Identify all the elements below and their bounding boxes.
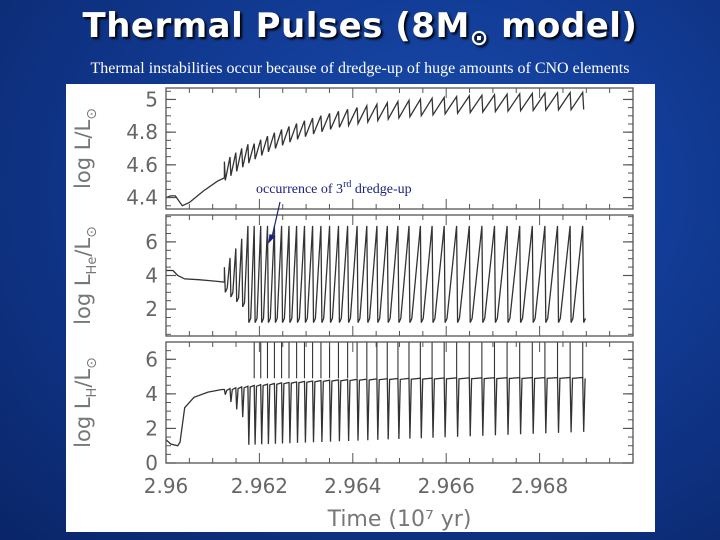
y-tick-label: 6 — [145, 230, 158, 254]
sun-symbol: ⊙ — [469, 26, 489, 51]
thermal-pulses-chart: 4.4 4.6 4.8 5 2 4 6 0 2 4 6 2.96 2.962 2.964 2.966 2.96… — [71, 87, 634, 532]
ylabel-part: /L — [71, 369, 95, 388]
y-tick-label: 4.8 — [126, 120, 158, 144]
title-tail: model) — [488, 6, 638, 46]
annotation-text: occurrence of 3 — [256, 182, 343, 197]
ylabel-part: log L — [71, 138, 95, 189]
hydrogen-luminosity-axis-label-group: log LH/L⊙ — [71, 357, 100, 448]
y-tick-label: 4 — [145, 382, 158, 406]
luminosity-series-line — [165, 90, 585, 207]
ylabel-sun-subscript: ⊙ — [84, 357, 100, 369]
ylabel-subscript: H — [85, 388, 100, 398]
x-tick-label: 2.966 — [418, 474, 475, 498]
luminosity-axis-label: log L/L⊙ — [71, 108, 100, 189]
helium-luminosity-series-line — [166, 225, 587, 323]
dredge-up-annotation: occurrence of 3rd dredge-up — [256, 179, 412, 197]
ylabel-part: log L — [71, 274, 95, 325]
x-axis-label: Time (10⁷ yr) — [327, 507, 472, 532]
x-tick-label: 2.962 — [231, 474, 288, 498]
y-tick-label: 2 — [145, 416, 158, 440]
helium-luminosity-axis-label: log LHe/L⊙ — [71, 226, 100, 325]
y-tick-label: 4 — [145, 264, 158, 288]
ylabel-subscript: He — [85, 257, 100, 275]
luminosity-axis-label-group: log L/L⊙ — [71, 108, 100, 189]
slide-subtitle: Thermal instabilities occur because of d… — [90, 60, 630, 77]
ylabel-sun-subscript: ⊙ — [84, 226, 100, 238]
y-tick-label: 0 — [145, 451, 158, 475]
slide-title: Thermal Pulses (8M⊙ model) — [0, 6, 720, 51]
ylabel-part: /L — [71, 119, 95, 138]
ylabel-part: log L — [71, 397, 95, 448]
annotation-arrow-line — [271, 201, 281, 238]
helium-luminosity-axis-label-group: log LHe/L⊙ — [71, 226, 100, 325]
ylabel-part: /L — [71, 238, 95, 257]
y-tick-label: 4.4 — [126, 186, 158, 210]
x-tick-label: 2.968 — [511, 474, 568, 498]
title-main: Thermal Pulses (8M — [82, 6, 470, 46]
figure-panel: 4.4 4.6 4.8 5 2 4 6 0 2 4 6 2.96 2.962 2.964 2.966 2.96… — [66, 84, 655, 532]
hydrogen-luminosity-series-line — [165, 376, 586, 447]
hydrogen-luminosity-axis-label: log LH/L⊙ — [71, 357, 100, 448]
y-tick-label: 5 — [145, 87, 158, 111]
annotation-arrow-head — [268, 234, 276, 244]
y-tick-label: 4.6 — [126, 153, 158, 177]
annotation-text: dredge-up — [351, 182, 411, 197]
x-tick-label: 2.964 — [324, 474, 381, 498]
ylabel-sun-subscript: ⊙ — [84, 108, 100, 120]
x-tick-label: 2.96 — [144, 474, 189, 498]
y-tick-label: 2 — [145, 297, 158, 321]
y-tick-label: 6 — [145, 347, 158, 371]
annotation-superscript: rd — [343, 179, 351, 190]
